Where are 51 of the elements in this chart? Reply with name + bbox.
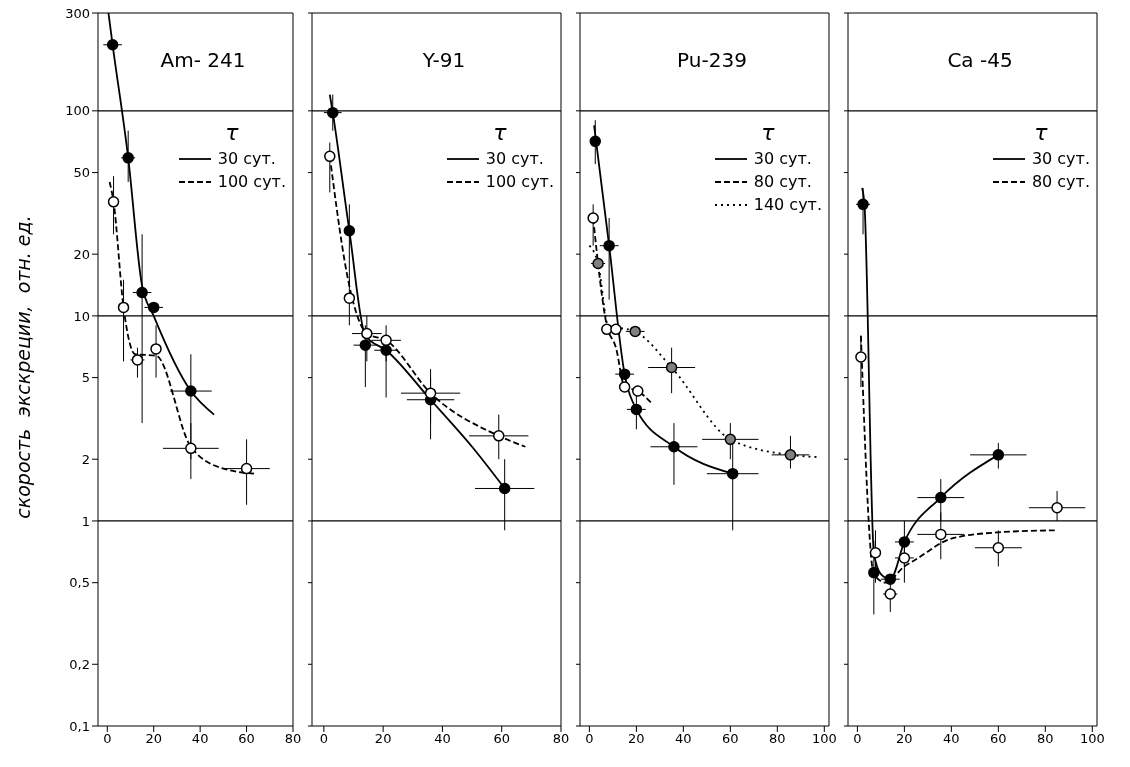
y-tick-label: 0,2 <box>69 656 90 672</box>
legend-title: τ <box>224 120 240 145</box>
legend-label: 30 сут. <box>753 149 812 168</box>
y-tick-label: 100 <box>65 103 90 119</box>
x-tick-label: 60 <box>493 731 510 747</box>
x-tick-label: 0 <box>853 731 862 747</box>
y-tick-label: 0,5 <box>69 575 90 591</box>
x-tick-label: 20 <box>145 731 162 747</box>
x-tick-label: 60 <box>990 731 1007 747</box>
x-tick-label: 100 <box>1079 731 1105 747</box>
text: Am- 241 <box>159 48 247 72</box>
x-tick-label: 20 <box>374 731 392 747</box>
x-tick-label: 40 <box>191 731 209 747</box>
y-tick-label: 0,1 <box>69 718 90 734</box>
text: Ca -45 <box>946 48 1014 72</box>
y-tick-label: 2 <box>81 451 90 467</box>
y-tick-label: 10 <box>73 308 90 324</box>
text: Pu-239 <box>676 48 748 72</box>
legend-label: 30 сут. <box>485 149 544 168</box>
x-tick-label: 80 <box>769 731 786 747</box>
y-tick-label: 1 <box>81 513 90 529</box>
y-tick-label: 20 <box>73 246 90 262</box>
x-tick-label: 0 <box>103 731 112 747</box>
x-tick-label: 80 <box>284 731 302 747</box>
legend-label: 100 сут. <box>217 172 286 191</box>
legend-title: τ <box>1033 120 1049 145</box>
x-tick-label: 40 <box>675 731 692 747</box>
x-tick-label: 0 <box>319 731 328 747</box>
x-tick-label: 20 <box>896 731 913 747</box>
legend-label: 30 сут. <box>217 149 276 168</box>
x-tick-label: 40 <box>434 731 451 747</box>
x-tick-label: 60 <box>722 731 739 747</box>
text: Y-91 <box>421 48 467 72</box>
y-tick-label: 50 <box>73 165 90 181</box>
x-tick-label: 80 <box>1037 731 1054 747</box>
legend-title: τ <box>492 120 508 145</box>
y-axis-title: скорость экскреции, отн. ед. <box>12 215 34 519</box>
x-tick-label: 20 <box>628 731 645 747</box>
legend-label: 140 сут. <box>753 195 822 214</box>
x-tick-label: 40 <box>943 731 960 747</box>
legend-title: τ <box>760 120 776 145</box>
x-tick-label: 100 <box>811 731 837 747</box>
legend-label: 80 сут. <box>1031 172 1090 191</box>
x-tick-label: 60 <box>238 731 255 747</box>
y-tick-label: 5 <box>81 370 90 386</box>
legend-label: 100 сут. <box>485 172 554 191</box>
legend-label: 30 сут. <box>1031 149 1090 168</box>
x-tick-label: 0 <box>585 731 594 747</box>
x-tick-label: 80 <box>552 731 570 747</box>
y-tick-label: 300 <box>65 5 90 21</box>
legend-label: 80 сут. <box>753 172 812 191</box>
